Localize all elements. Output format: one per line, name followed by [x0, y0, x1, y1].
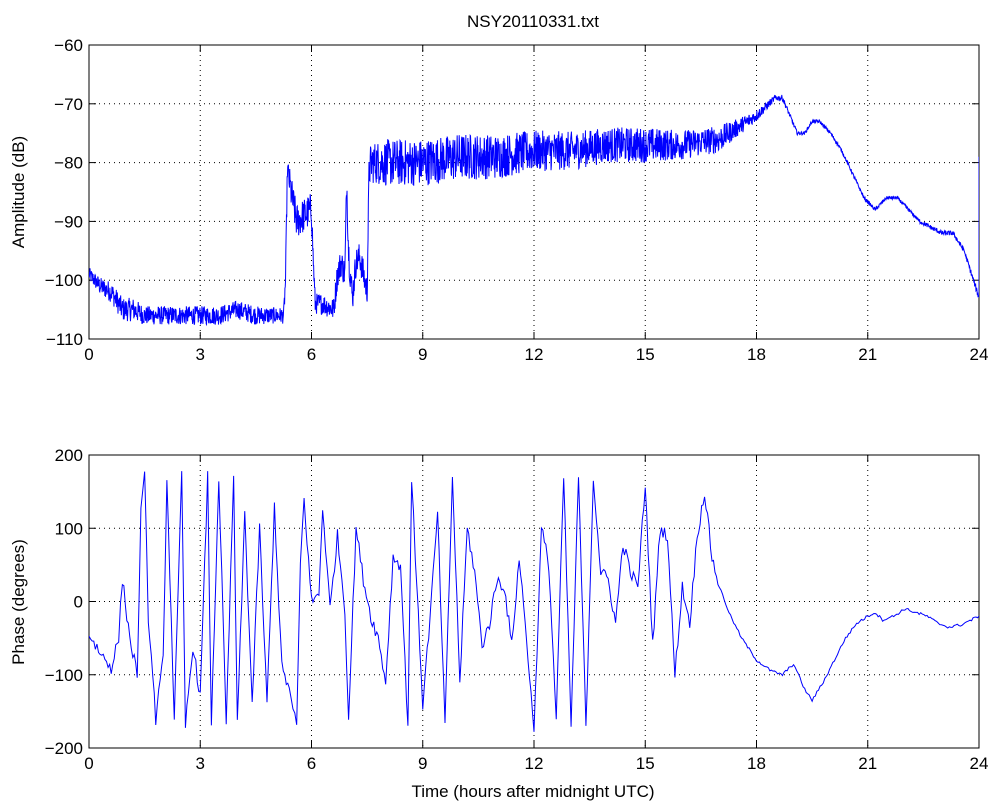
phase-x-tick-label: 3: [196, 754, 205, 773]
amplitude-plot-frame: [88, 44, 980, 340]
amplitude-x-tick-label: 3: [196, 345, 205, 364]
phase-x-tick-label: 21: [858, 754, 877, 773]
phase-y-tick-label: −100: [45, 666, 83, 685]
amplitude-x-tick-label: 15: [636, 345, 655, 364]
time-x-axis-label: Time (hours after midnight UTC): [411, 782, 654, 801]
phase-x-tick-label: 15: [636, 754, 655, 773]
phase-y-tick-label: 200: [55, 446, 83, 465]
amplitude-y-tick-label: −90: [54, 212, 83, 231]
amplitude-y-tick-label: −100: [45, 271, 83, 290]
amplitude-y-tick-label: −60: [54, 36, 83, 55]
amplitude-x-tick-label: 18: [747, 345, 766, 364]
phase-x-tick-label: 18: [747, 754, 766, 773]
amplitude-x-tick-label: 24: [970, 345, 989, 364]
amplitude-y-tick-label: −110: [46, 330, 83, 349]
amplitude-x-tick-label: 12: [525, 345, 544, 364]
amplitude-y-axis-label: Amplitude (dB): [9, 136, 28, 248]
phase-y-tick-label: 0: [74, 593, 83, 612]
phase-x-tick-label: 24: [970, 754, 989, 773]
phase-x-tick-label: 6: [307, 754, 316, 773]
phase-y-tick-label: −200: [45, 739, 83, 758]
amplitude-x-tick-label: 9: [418, 345, 427, 364]
phase-y-tick-label: 100: [55, 519, 83, 538]
amplitude-x-tick-label: 0: [84, 345, 93, 364]
amplitude-y-tick-label: −80: [54, 154, 83, 173]
amplitude-x-tick-label: 6: [307, 345, 316, 364]
phase-x-tick-label: 9: [418, 754, 427, 773]
amplitude-series-line: [89, 94, 979, 327]
phase-panel: Time (hours after midnight UTC) Phase (d…: [9, 446, 988, 801]
phase-x-tick-label: 12: [525, 754, 544, 773]
amplitude-panel: NSY20110331.txt Amplitude (dB) 0 3 6 9 12 15 1…: [9, 12, 988, 364]
phase-y-axis-label: Phase (degrees): [9, 539, 28, 665]
amplitude-y-tick-label: −70: [54, 95, 83, 114]
phase-x-tick-label: 0: [84, 754, 93, 773]
amplitude-x-tick-label: 21: [858, 345, 877, 364]
chart-title: NSY20110331.txt: [467, 12, 599, 31]
phase-series-line: [89, 471, 979, 732]
